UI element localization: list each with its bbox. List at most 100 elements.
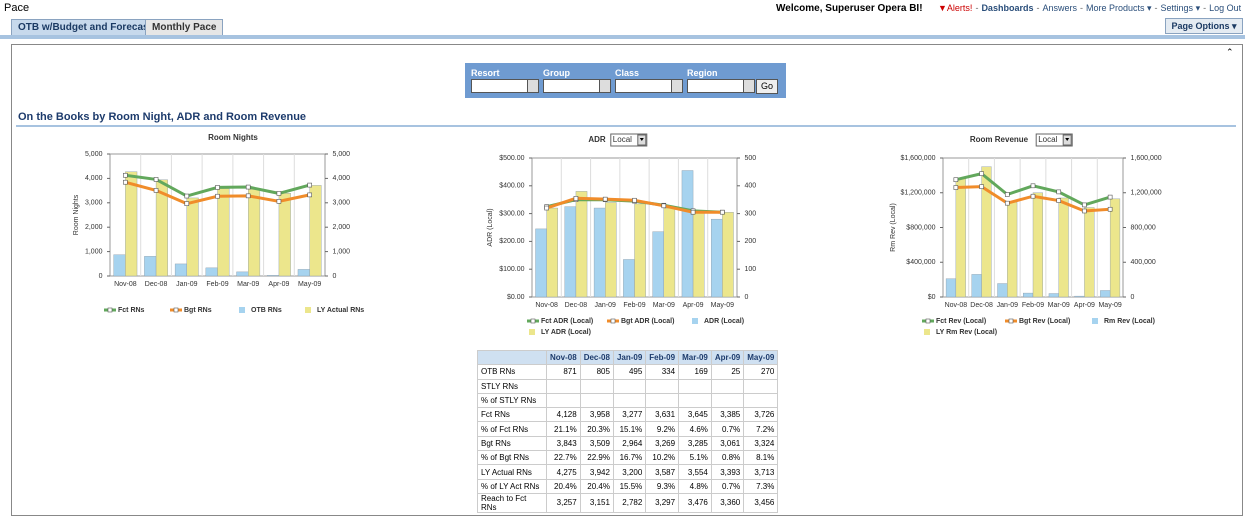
tab[interactable]: Monthly Pace bbox=[145, 19, 224, 36]
y-tick-label: $1,600,000 bbox=[900, 155, 935, 162]
bar bbox=[144, 256, 157, 277]
bar bbox=[1048, 293, 1059, 298]
tab-bar bbox=[0, 35, 1245, 39]
table-cell: 22.9% bbox=[579, 450, 614, 466]
filter-label: Region bbox=[687, 68, 718, 78]
link[interactable]: More Products bbox=[1085, 3, 1145, 13]
table-cell: 15.1% bbox=[612, 421, 647, 437]
legend-swatch bbox=[239, 307, 245, 313]
table-cell: 3,509 bbox=[579, 435, 614, 452]
section-title: On the Books by Room Night, ADR and Room… bbox=[18, 111, 307, 123]
row-label: LY Actual RNs bbox=[477, 464, 547, 480]
dropdown-arrow bbox=[1065, 138, 1070, 141]
link[interactable]: Dashboards bbox=[981, 3, 1034, 13]
y2-tick-label: 400,000 bbox=[1131, 259, 1156, 266]
table-cell: 4.8% bbox=[678, 478, 712, 494]
column-header: Feb-09 bbox=[645, 349, 680, 366]
link-text[interactable]: Alerts! bbox=[946, 3, 973, 13]
link[interactable]: Answers bbox=[1042, 3, 1077, 13]
table-cell bbox=[710, 392, 745, 409]
y-tick-label: 0 bbox=[99, 273, 103, 280]
y2-tick-label: 0 bbox=[333, 273, 337, 280]
dropdown-arrow[interactable] bbox=[671, 80, 682, 92]
dropdown-arrow[interactable] bbox=[743, 80, 754, 92]
y-tick-label: $0.00 bbox=[507, 294, 525, 301]
table-cell: 3,269 bbox=[645, 435, 680, 452]
line-marker bbox=[307, 192, 312, 198]
bar bbox=[971, 274, 982, 298]
table-cell bbox=[546, 392, 581, 409]
dropdown-arrow[interactable] bbox=[527, 80, 538, 92]
table-cell bbox=[678, 392, 712, 409]
table-cell: 3,151 bbox=[579, 492, 614, 513]
y2-tick-label: 0 bbox=[745, 294, 749, 301]
table-cell bbox=[546, 378, 581, 394]
line-marker bbox=[1107, 194, 1113, 200]
table-cell bbox=[743, 378, 779, 394]
table-cell: 0.7% bbox=[710, 421, 745, 437]
collapse-icon[interactable]: ⌃ bbox=[1226, 47, 1234, 57]
x-tick-label: Dec-08 bbox=[565, 302, 588, 309]
table-cell: 9.2% bbox=[645, 421, 680, 437]
bar bbox=[1023, 292, 1034, 298]
bar bbox=[297, 269, 310, 277]
filter-select[interactable] bbox=[543, 79, 611, 93]
bar bbox=[546, 207, 558, 298]
table-cell: 3,631 bbox=[645, 407, 680, 423]
line-marker bbox=[276, 191, 282, 196]
table-cell bbox=[743, 392, 779, 409]
row-label: % of LY Act RNs bbox=[477, 478, 547, 494]
legend-swatch bbox=[1008, 318, 1014, 324]
legend-swatch bbox=[692, 318, 698, 324]
filter-select[interactable] bbox=[471, 79, 539, 93]
table-cell: 3,285 bbox=[678, 435, 712, 452]
bar bbox=[1058, 197, 1069, 298]
table-cell: 3,360 bbox=[710, 492, 745, 513]
bar bbox=[663, 207, 676, 298]
legend-label: Fct Rev (Local) bbox=[936, 318, 986, 325]
legend-label: Bgt Rev (Local) bbox=[1019, 318, 1070, 325]
legend-swatch bbox=[610, 318, 616, 324]
go-button[interactable]: Go bbox=[756, 79, 778, 94]
table-cell: 495 bbox=[612, 364, 647, 380]
table-cell bbox=[678, 378, 712, 394]
link[interactable]: Settings bbox=[1160, 3, 1194, 13]
table-row: Reach to Fct RNs 3,257 3,151 2,782 3,297 3,47… bbox=[477, 492, 779, 513]
y2-tick-label: 200 bbox=[745, 238, 757, 245]
row-label: STLY RNs bbox=[477, 378, 547, 394]
y2-tick-label: 3,000 bbox=[333, 200, 351, 207]
link[interactable]: Log Out bbox=[1209, 3, 1242, 13]
table-cell: 3,200 bbox=[612, 464, 647, 480]
alerts-link[interactable]: ▼Alerts! bbox=[938, 3, 973, 13]
filter-select[interactable] bbox=[687, 79, 755, 93]
page-options-label[interactable]: Page Options bbox=[1171, 21, 1230, 31]
x-tick-label: Feb-09 bbox=[206, 281, 228, 288]
x-tick-label: Mar-09 bbox=[1048, 302, 1070, 309]
row-label: % of STLY RNs bbox=[477, 392, 547, 409]
table-cell: 4,275 bbox=[546, 464, 581, 480]
line-marker bbox=[602, 196, 608, 202]
table-cell: 9.3% bbox=[645, 478, 680, 494]
table-cell: 3,061 bbox=[710, 435, 745, 452]
table-row: % of LY Act RNs 20.4% 20.4% 15.5% 9.3% 4.8% 0.… bbox=[477, 478, 779, 494]
line-marker bbox=[1004, 200, 1010, 206]
chart-title: Room Nights bbox=[208, 133, 258, 142]
bar bbox=[205, 267, 218, 277]
bar bbox=[652, 231, 664, 298]
x-tick-label: Feb-09 bbox=[1022, 302, 1044, 309]
table-cell: 22.7% bbox=[546, 450, 581, 466]
dropdown-arrow[interactable] bbox=[599, 80, 610, 92]
y-tick-label: 4,000 bbox=[85, 175, 103, 182]
x-tick-label: Dec-08 bbox=[145, 281, 168, 288]
filter-select[interactable] bbox=[615, 79, 683, 93]
table-cell: 2,782 bbox=[612, 492, 647, 513]
legend-label: Fct RNs bbox=[118, 307, 145, 314]
legend-label: LY Rm Rev (Local) bbox=[936, 329, 997, 336]
legend-label: ADR (Local) bbox=[704, 318, 744, 325]
unit-selector-label: Local bbox=[1038, 135, 1057, 144]
row-label: % of Bgt RNs bbox=[477, 450, 547, 466]
page-options[interactable]: Page Options ▾ bbox=[1165, 18, 1243, 34]
line-marker bbox=[123, 179, 128, 185]
table-row: LY Actual RNs 4,275 3,942 3,200 3,587 3,554 3,… bbox=[477, 464, 779, 480]
